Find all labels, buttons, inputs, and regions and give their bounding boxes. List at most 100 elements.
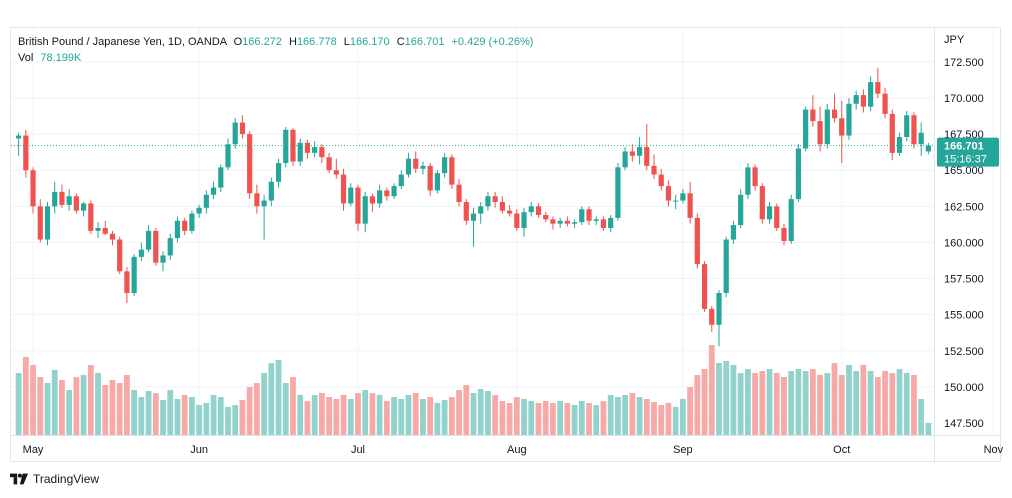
candle-body: [297, 142, 303, 162]
candle-body: [73, 196, 79, 211]
volume-bar: [542, 401, 549, 435]
candle-body: [326, 157, 332, 171]
volume-bar: [781, 377, 787, 435]
candle-body: [629, 151, 635, 156]
volume-bar: [109, 380, 116, 435]
volume-bar: [643, 399, 650, 435]
candle-body: [225, 144, 231, 168]
candle-body: [80, 203, 87, 211]
candle-body: [701, 264, 708, 309]
candle-body: [275, 163, 282, 182]
volume-bar: [232, 405, 239, 435]
volume-bar: [629, 393, 636, 435]
candlestick-chart[interactable]: 172.500170.000167.500165.000162.500160.0…: [0, 0, 1012, 470]
volume-bar: [203, 403, 210, 435]
volume-bar: [210, 395, 217, 435]
candle-body: [232, 122, 238, 145]
volume-bar: [355, 393, 361, 435]
volume-bar: [766, 369, 773, 435]
y-tick-label: 155.000: [944, 310, 984, 322]
price-axis-unit: JPY: [944, 34, 965, 46]
close-value: 166.701: [404, 36, 445, 48]
y-tick-label: 170.000: [944, 93, 984, 105]
candle-body: [485, 196, 491, 207]
tradingview-brand[interactable]: TradingView: [10, 472, 99, 486]
candle-body: [449, 157, 455, 185]
brand-name: TradingView: [33, 472, 100, 486]
candle-body: [312, 147, 318, 153]
volume-bar: [687, 387, 694, 435]
chart-frame[interactable]: [10, 27, 1001, 462]
candle-body: [66, 196, 72, 205]
ohlc-legend: British Pound / Japanese Yen, 1D, OANDA …: [18, 36, 533, 48]
y-tick-label: 160.000: [944, 237, 984, 249]
volume-bar: [434, 403, 441, 435]
candle-body: [543, 215, 549, 220]
volume-bar: [282, 383, 289, 435]
volume-bar: [499, 401, 506, 435]
volume-bar: [181, 395, 188, 435]
volume-bar: [189, 397, 195, 435]
candle-body: [138, 249, 144, 257]
volume-bar: [716, 363, 722, 435]
candle-body: [875, 82, 881, 94]
candle-body: [88, 203, 94, 231]
volume-bar: [333, 399, 340, 435]
volume-bar: [253, 383, 260, 435]
candle-body: [853, 95, 859, 104]
volume-bar: [174, 399, 181, 435]
candle-body: [586, 209, 592, 221]
candle-body: [145, 230, 152, 250]
candle-body: [535, 206, 542, 215]
candle-body: [196, 207, 202, 214]
tradingview-logo-icon: [10, 473, 28, 485]
volume-bar: [383, 401, 390, 435]
candle-body: [492, 196, 498, 202]
candle-body: [730, 225, 737, 240]
candle-body: [925, 145, 931, 152]
candle-body: [824, 109, 830, 145]
high-label: H: [288, 36, 297, 48]
high-value: 166.778: [296, 36, 337, 48]
volume-bar: [420, 399, 426, 435]
y-tick-label: 147.500: [944, 418, 984, 430]
volume-bar: [492, 395, 499, 435]
volume-bar: [918, 399, 925, 435]
volume-bar: [95, 373, 101, 435]
candle-body: [362, 196, 368, 224]
candle-body: [781, 228, 787, 241]
candle-body: [131, 256, 137, 293]
volume-bar: [672, 407, 679, 435]
x-tick-label: Oct: [833, 444, 850, 456]
volume-bar: [485, 391, 491, 435]
candle-body: [319, 147, 325, 158]
candle-body: [564, 220, 570, 224]
candle-body: [528, 206, 534, 213]
volume-bar: [268, 363, 275, 435]
candle-body: [182, 220, 188, 231]
volume-bar: [831, 363, 838, 435]
x-tick-label: May: [23, 444, 44, 456]
volume-bar: [665, 403, 672, 435]
x-tick-label: Jun: [190, 444, 208, 456]
volume-bar: [87, 365, 94, 435]
candle-body: [557, 220, 563, 224]
volume-bar: [744, 369, 751, 435]
candle-body: [868, 82, 874, 107]
volume-bar: [773, 373, 780, 435]
candle-body: [160, 255, 166, 263]
volume-bar: [752, 373, 758, 435]
volume-bar: [911, 375, 917, 435]
candle-body: [593, 219, 599, 221]
candle-body: [600, 219, 607, 228]
candle-body: [644, 147, 650, 166]
volume-bar: [275, 360, 282, 435]
volume-bar: [362, 390, 369, 435]
candle-body: [189, 213, 195, 231]
volume-bar: [290, 377, 296, 435]
volume-bar: [651, 402, 657, 435]
volume-bar: [578, 401, 585, 435]
volume-bar: [145, 391, 152, 435]
volume-bar: [59, 380, 65, 435]
candle-body: [795, 148, 802, 200]
